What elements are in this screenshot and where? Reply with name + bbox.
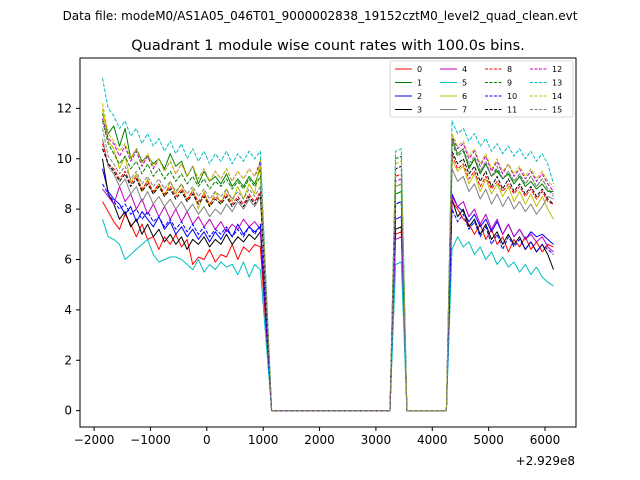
legend-label-module-14: 14 (552, 92, 562, 101)
y-tick-label: 4 (64, 303, 72, 317)
legend-label-module-11: 11 (507, 106, 517, 115)
legend-frame (389, 60, 574, 118)
y-tick-label: 12 (57, 101, 72, 115)
legend-label-module-4: 4 (462, 65, 467, 74)
y-tick-label: 10 (57, 152, 72, 166)
legend-label-module-2: 2 (417, 92, 422, 101)
legend-label-module-9: 9 (507, 79, 512, 88)
legend-label-module-10: 10 (507, 92, 517, 101)
plot-frame (79, 57, 577, 428)
ticks-layer: −2000 −1000 0 1000 2000 3000 4000 5000 6000 0 2 4 6 8… (57, 101, 561, 447)
legend-label-module-7: 7 (462, 106, 467, 115)
series-line-module-15 (102, 128, 554, 412)
chart-title: Quadrant 1 module wise count rates with … (131, 38, 525, 54)
x-tick-label: −1000 (130, 433, 171, 447)
x-tick-label: 1000 (248, 433, 279, 447)
x-tick-label: −2000 (74, 433, 115, 447)
legend-label-module-12: 12 (552, 65, 562, 74)
legend-label-module-6: 6 (462, 92, 467, 101)
legend-label-module-15: 15 (552, 106, 562, 115)
x-tick-label: 0 (203, 433, 211, 447)
legend-label-module-3: 3 (417, 106, 422, 115)
series-layer (102, 78, 554, 412)
legend-label-module-8: 8 (507, 65, 512, 74)
legend-label-module-5: 5 (462, 79, 467, 88)
data-file-suptitle: Data file: modeM0/AS1A05_046T01_90000028… (63, 9, 578, 23)
y-tick-label: 2 (64, 353, 72, 367)
y-tick-label: 6 (64, 253, 72, 267)
x-tick-label: 5000 (473, 433, 504, 447)
x-tick-label: 3000 (361, 433, 392, 447)
legend-label-module-0: 0 (417, 65, 422, 74)
legend-label-module-1: 1 (417, 79, 422, 88)
y-tick-label: 8 (64, 202, 72, 216)
x-offset-label: +2.929e8 (516, 454, 575, 468)
x-tick-label: 4000 (417, 433, 448, 447)
y-tick-label: 0 (64, 404, 72, 418)
x-tick-label: 6000 (530, 433, 561, 447)
legend-label-module-13: 13 (552, 79, 562, 88)
x-tick-label: 2000 (304, 433, 335, 447)
